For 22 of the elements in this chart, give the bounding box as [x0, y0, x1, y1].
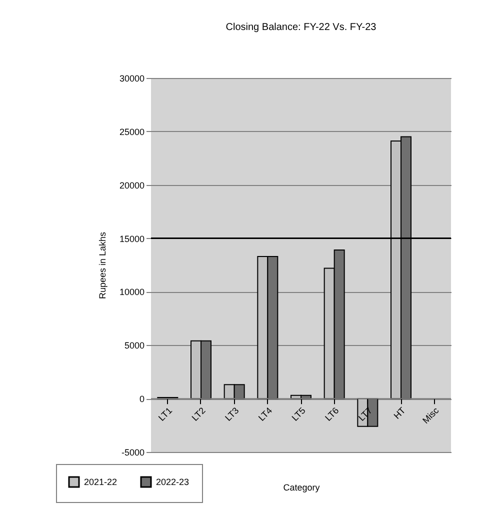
- x-tick-label: LT2: [190, 405, 208, 423]
- y-tick-label: 25000: [119, 126, 144, 137]
- legend-label: 2021-22: [84, 477, 118, 487]
- x-tick-label: LT5: [290, 405, 308, 423]
- x-tick-label: LT1: [156, 405, 174, 423]
- chart-title: Closing Balance: FY-22 Vs. FY-23: [226, 22, 377, 33]
- legend-label: 2022-23: [156, 477, 190, 487]
- x-tick-label: LT3: [223, 405, 241, 423]
- x-tick-label: LT7: [356, 405, 374, 423]
- y-axis-title: Rupees in Lakhs: [97, 231, 108, 300]
- x-tick-label: Misc: [420, 405, 442, 426]
- y-tick-label: 20000: [119, 180, 144, 190]
- y-tick-label: -5000: [121, 448, 144, 458]
- y-tick-label: 10000: [119, 287, 144, 298]
- x-tick-label: HT: [392, 405, 408, 421]
- y-tick-label: 15000: [119, 234, 144, 244]
- x-tick-label: LT6: [323, 405, 341, 423]
- y-tick-label: 0: [139, 394, 144, 404]
- x-tick-label: LT4: [256, 405, 274, 423]
- y-tick-label: 5000: [124, 340, 144, 351]
- x-axis-title: Category: [283, 482, 320, 493]
- y-tick-label: 30000: [119, 74, 144, 84]
